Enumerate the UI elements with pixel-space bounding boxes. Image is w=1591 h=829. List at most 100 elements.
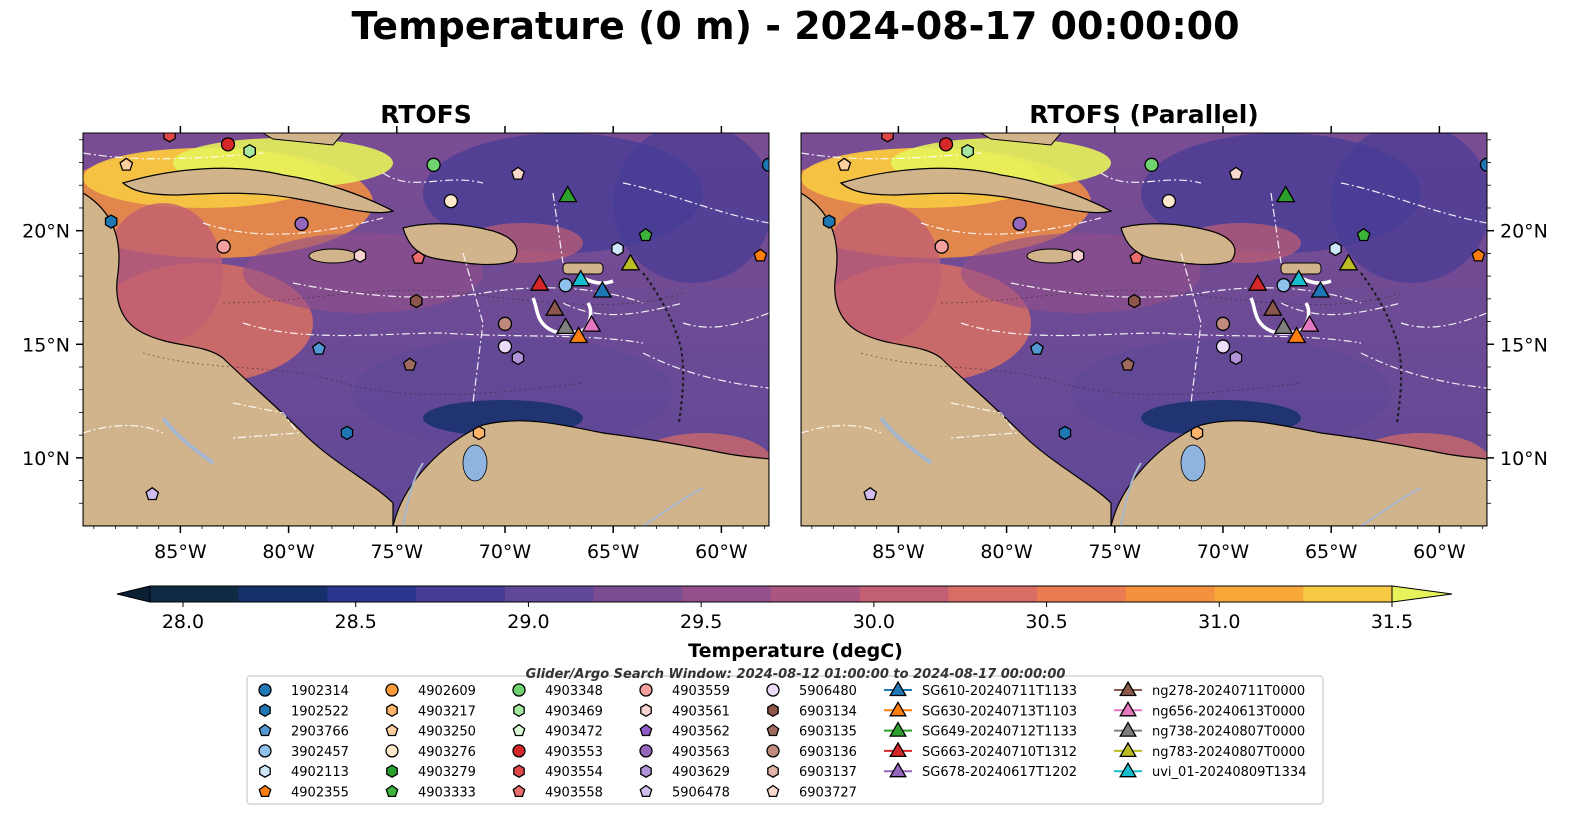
map-marker-6903135 <box>402 357 417 371</box>
colorbar-extend-low <box>116 585 151 603</box>
legend-label: 4903217 <box>418 704 476 719</box>
map-panel-rtofs <box>83 133 769 526</box>
map-marker-4903558 <box>411 250 426 264</box>
map-marker-4903217 <box>472 425 486 441</box>
legend-marker-4902355 <box>258 784 272 798</box>
map-marker-4903348 <box>426 157 441 172</box>
legend-marker-ng738-20240807T0000 <box>1119 721 1137 737</box>
colorbar: 28.0 28.5 29.0 29.5 30.0 30.5 31.0 31.5 <box>116 585 1453 633</box>
legend-label: SG678-20240617T1202 <box>922 765 1077 780</box>
legend-marker-4903333 <box>385 784 399 798</box>
lon-tick-label: 80°W <box>980 541 1033 563</box>
map-marker-4903561 <box>353 248 367 263</box>
map-marker-4903629 <box>1229 350 1243 366</box>
legend-marker-4903348 <box>512 683 526 697</box>
map-marker-4903348 <box>1144 157 1159 172</box>
legend-marker-5906478 <box>639 784 653 798</box>
legend-label: 4902609 <box>418 684 476 699</box>
map-marker-6903727 <box>1229 166 1243 180</box>
map-marker-5906478 <box>145 486 160 501</box>
legend-label: uvi_01-20240809T1334 <box>1152 765 1306 780</box>
map-marker-2903766 <box>1029 341 1044 355</box>
legend-label: 6903135 <box>799 725 857 740</box>
lon-tick-label: 75°W <box>371 541 424 563</box>
legend-marker-4903563 <box>639 744 653 758</box>
map-marker-uvi_01-20240809T1334 <box>1288 269 1309 287</box>
map-marker-4902355 <box>753 248 768 262</box>
map-marker-6903134 <box>409 293 423 309</box>
map-marker-4903276 <box>1161 194 1177 209</box>
map-marker-ng656-20240613T0000 <box>1299 314 1320 332</box>
map-marker-SG663-20240710T1312 <box>529 273 550 291</box>
legend-label: 6903137 <box>799 765 857 780</box>
colorbar-tick-label: 28.5 <box>335 611 377 633</box>
map-marker-4903217 <box>1190 425 1204 441</box>
map-marker-4903469 <box>961 143 974 159</box>
legend-label: 4903561 <box>672 704 730 719</box>
legend-marker-SG610-20240711T1133 <box>889 680 907 697</box>
legend-label: SG610-20240711T1133 <box>922 684 1077 699</box>
map-marker-ng738-20240807T0000 <box>1273 317 1294 335</box>
map-marker-SG649-20240712T1133 <box>1275 185 1296 203</box>
lat-tick-label-left: 15°N <box>22 334 70 356</box>
map-marker-4903250 <box>837 157 852 171</box>
legend-marker-4903553 <box>512 744 526 758</box>
legend-label: 4903276 <box>418 745 476 760</box>
map-marker-4903563 <box>1012 216 1027 232</box>
lon-tick-label: 65°W <box>1305 541 1358 563</box>
map-marker-ng278-20240711T0000 <box>544 298 565 316</box>
legend-label: 4903559 <box>672 684 730 699</box>
legend-marker-SG649-20240712T1133 <box>889 721 907 737</box>
legend-label: 4903279 <box>418 765 476 780</box>
legend-marker-4902609 <box>385 683 399 697</box>
map-marker-SG610-20240711T1133 <box>592 280 613 298</box>
legend-label: 5906478 <box>672 786 730 801</box>
figure-title: Temperature (0 m) - 2024-08-17 00:00:00 <box>351 4 1240 48</box>
lon-tick-label: 80°W <box>262 541 315 563</box>
map-marker-6903135 <box>1120 357 1135 371</box>
legend-label: 4903563 <box>672 745 730 760</box>
legend-label: ng783-20240807T0000 <box>1152 745 1305 760</box>
map-marker-4902113 <box>611 241 624 257</box>
legend-marker-4903559 <box>639 683 653 697</box>
map-marker-SG663-20240710T1312 <box>1247 273 1268 291</box>
panel-title-rtofs-parallel: RTOFS (Parallel) <box>1029 100 1259 129</box>
map-marker-4903561 <box>1071 248 1085 263</box>
legend: 1902314 1902522 2903766 3902457 4902113 49023… <box>246 675 1324 805</box>
legend-label: 4903472 <box>545 725 603 740</box>
legend-label: 6903136 <box>799 745 857 760</box>
lon-tick-label: 70°W <box>479 541 532 563</box>
search-window-text: Glider/Argo Search Window: 2024-08-12 01… <box>525 667 1066 682</box>
legend-label: 4903250 <box>418 725 476 740</box>
legend-label: 4902113 <box>291 765 349 780</box>
colorbar-label: Temperature (degC) <box>688 640 903 662</box>
map-marker-4903469 <box>243 143 256 159</box>
legend-label: 4903333 <box>418 786 476 801</box>
lon-tick-label: 60°W <box>695 541 748 563</box>
legend-label: 6903134 <box>799 704 857 719</box>
legend-marker-6903135 <box>766 723 780 737</box>
legend-marker-3902457 <box>258 744 272 758</box>
legend-marker-ng783-20240807T0000 <box>1119 741 1137 758</box>
colorbar-segment <box>1037 586 1127 602</box>
lon-tick-label: 75°W <box>1089 541 1142 563</box>
legend-marker-ng278-20240711T0000 <box>1119 680 1137 697</box>
map-marker-4903250 <box>119 157 134 171</box>
legend-marker-6903134 <box>767 703 779 718</box>
map-marker-1902314 <box>761 157 769 172</box>
legend-label: 4903553 <box>545 745 603 760</box>
colorbar-tick-label: 30.5 <box>1025 611 1067 633</box>
legend-marker-4903250 <box>385 723 399 737</box>
legend-label: 4903558 <box>545 786 603 801</box>
map-marker-4903629 <box>511 350 525 366</box>
legend-label: 4903469 <box>545 704 603 719</box>
map-frame-rtofs <box>82 132 770 527</box>
map-marker-4903554 <box>163 133 176 143</box>
legend-marker-SG663-20240710T1312 <box>889 741 907 758</box>
map-marker-ng656-20240613T0000 <box>581 314 602 332</box>
lon-tick-label: 65°W <box>587 541 640 563</box>
colorbar-tick-label: 29.0 <box>507 611 549 633</box>
colorbar-segment <box>593 586 683 602</box>
map-marker-SG610-20240711T1133 <box>1310 280 1331 298</box>
map-frame-rtofs-parallel <box>800 132 1488 527</box>
